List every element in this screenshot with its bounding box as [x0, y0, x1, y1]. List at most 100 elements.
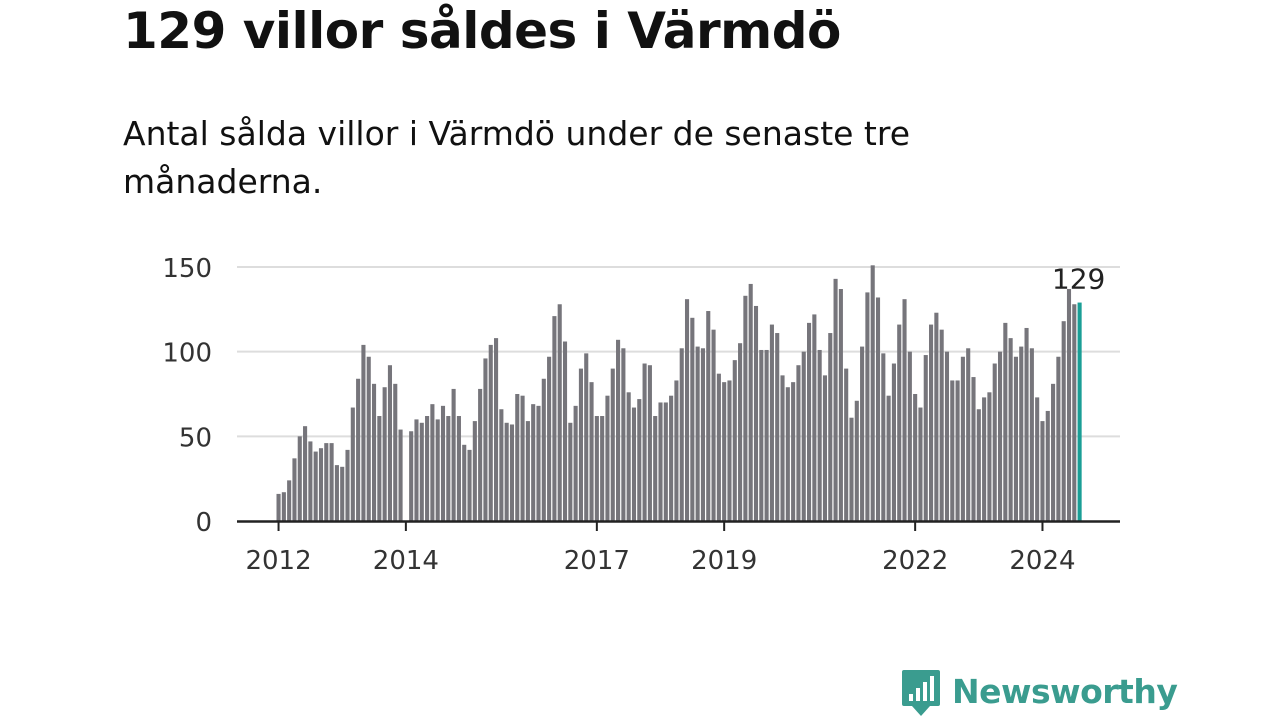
bar [971, 377, 976, 521]
bar [849, 417, 854, 521]
bar [822, 375, 828, 521]
bar [371, 383, 377, 521]
bar [907, 351, 912, 521]
bar [504, 422, 509, 521]
bar [382, 387, 387, 521]
bar [976, 409, 981, 521]
brand-name: Newsworthy [952, 672, 1178, 711]
bar [706, 311, 711, 521]
bar [923, 355, 928, 521]
bar [828, 333, 833, 521]
bar [881, 353, 886, 521]
bar [340, 466, 345, 521]
bar [419, 422, 424, 521]
bar [690, 317, 695, 521]
highlight-value-label: 129 [1052, 263, 1105, 296]
bar [987, 392, 992, 521]
bar [345, 449, 350, 521]
bar [775, 333, 780, 521]
bar [594, 416, 599, 521]
bar [350, 407, 355, 521]
bar [446, 416, 451, 521]
bar [944, 351, 950, 521]
x-tick-label: 2022 [882, 546, 948, 576]
bar [860, 346, 865, 521]
bar [679, 348, 684, 521]
bar [520, 395, 525, 521]
bar [759, 349, 764, 521]
bar [695, 346, 700, 521]
bar [584, 353, 589, 521]
chart-subtitle: Antal sålda villor i Värmdö under de sen… [123, 114, 911, 201]
bar [1013, 356, 1018, 521]
bar [541, 378, 546, 521]
bar [313, 451, 318, 521]
bar [578, 368, 583, 521]
bar [844, 368, 849, 521]
bar [456, 416, 461, 521]
bar [621, 348, 626, 521]
bar [631, 407, 637, 521]
x-tick-label: 2019 [691, 546, 757, 576]
y-tick-label: 50 [179, 423, 212, 453]
bar [748, 283, 753, 521]
bar [743, 295, 748, 521]
bar [589, 382, 594, 521]
bar [637, 399, 642, 521]
chart-title: 129 villor såldes i Värmdö [123, 2, 841, 60]
y-axis-labels: 0 50 100 150 [162, 254, 212, 538]
bar [812, 314, 817, 521]
bar [308, 441, 313, 521]
x-axis-ticks: 2012 2014 2017 2019 2022 2024 [245, 521, 1076, 576]
bar [525, 421, 530, 521]
bar [785, 387, 790, 521]
bar [440, 405, 446, 521]
bar [568, 422, 573, 521]
bar [833, 278, 838, 521]
bar [684, 299, 690, 521]
bar [997, 351, 1003, 521]
bar [796, 365, 801, 521]
bar [334, 465, 339, 521]
bar [281, 492, 286, 521]
bar [891, 363, 896, 521]
bar [838, 289, 843, 521]
bar [663, 402, 668, 521]
bar [557, 304, 562, 521]
bar [966, 348, 971, 521]
bar [642, 363, 647, 521]
bar [616, 339, 621, 521]
bar [1019, 346, 1024, 521]
bar [356, 378, 361, 521]
bar [318, 448, 324, 521]
bar [531, 404, 536, 521]
bar [769, 324, 774, 521]
bar [780, 375, 785, 521]
y-tick-label: 0 [195, 508, 212, 538]
bar [435, 419, 440, 521]
bar [1051, 383, 1056, 521]
bar [483, 358, 488, 521]
bar [722, 382, 727, 521]
bar [547, 356, 552, 521]
bar [329, 443, 334, 521]
bar [669, 395, 674, 521]
bar [499, 409, 504, 521]
bar [886, 395, 891, 521]
bar [430, 404, 435, 521]
bar [409, 431, 414, 521]
bar [1066, 289, 1072, 521]
bar [865, 292, 870, 521]
bar [515, 394, 520, 521]
bar [732, 360, 737, 521]
bar [562, 341, 568, 521]
bar [897, 324, 902, 521]
bar [960, 356, 965, 521]
bar [647, 365, 652, 521]
bar [536, 405, 541, 521]
bar [716, 373, 721, 521]
newsworthy-logo: Newsworthy [900, 668, 1178, 720]
bar [727, 380, 732, 521]
bar [509, 424, 515, 521]
